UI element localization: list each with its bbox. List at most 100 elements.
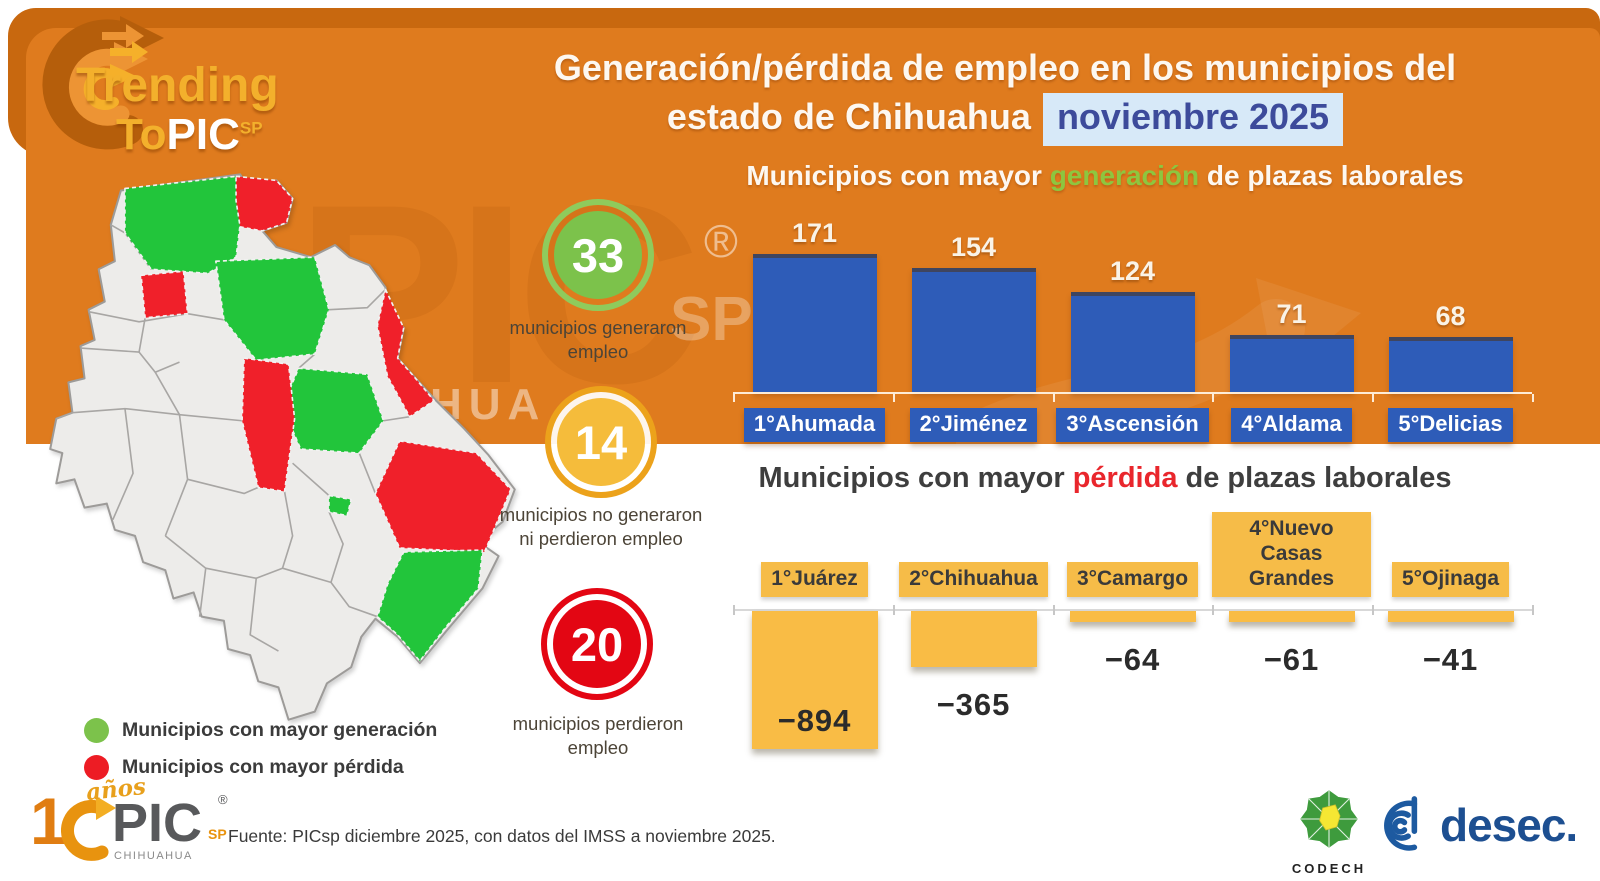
map-region-green-center (281, 367, 385, 454)
map-region-green-janos (124, 175, 241, 275)
badge-generated-caption: municipios generaron empleo (509, 317, 687, 363)
generation-category-label: 1°Ahumada (743, 408, 886, 442)
loss-value-label: −894 (777, 703, 852, 738)
axis-tick (1532, 394, 1534, 402)
map-region-red-west (140, 270, 189, 319)
watermark-sp: SP (670, 285, 753, 354)
loss-category-column: 4°Nuevo Casas Grandes (1212, 512, 1371, 598)
generation-bar (1070, 292, 1195, 392)
logo-word-topic: ToPICSP (116, 110, 263, 160)
loss-category-column: 1°Juárez (735, 561, 894, 598)
watermark-registered: ® (704, 215, 738, 267)
loss-title-prefix: Municipios con mayor (758, 462, 1073, 494)
loss-value-label: −61 (1263, 642, 1320, 677)
generation-bar-column: 68 (1371, 301, 1530, 392)
generation-value-label: 124 (1109, 256, 1156, 286)
main-title: Generación/pérdida de empleo en los muni… (455, 44, 1555, 146)
badge-lost-caption: municipios perdieron empleo (512, 713, 684, 759)
logo-pic: PIC (166, 110, 240, 159)
legend-dot-red (84, 755, 109, 780)
badge-generated-count: 33 (542, 199, 654, 311)
loss-value-label: −41 (1422, 642, 1479, 677)
trending-topic-logo: Trending ToPICSP (14, 12, 364, 187)
map-region-red-southeast (374, 440, 512, 553)
axis-tick (1053, 394, 1055, 402)
pic-logo-sp: SP (208, 826, 227, 842)
map-region-red-north (235, 175, 294, 232)
axis-tick (893, 605, 895, 615)
generation-category-label: 5°Delicias (1388, 408, 1513, 442)
axis-tick (893, 394, 895, 402)
generation-chart-bars: 171 154 124 71 68 (735, 212, 1530, 392)
generation-bar-column: 124 (1053, 256, 1212, 392)
map-region-red-central-strip (241, 357, 296, 493)
generation-bar (752, 254, 877, 392)
legend-item-loss: Municipios con mayor pérdida (84, 755, 404, 780)
loss-bar (910, 611, 1037, 667)
codech-logo: CODECH (1281, 786, 1377, 876)
legend-label-loss: Municipios con mayor pérdida (122, 756, 404, 778)
axis-tick (1212, 394, 1214, 402)
loss-category-label: 2°Chihuahua (899, 561, 1048, 598)
chihuahua-map-svg (49, 173, 516, 721)
generation-category-column: 4°Aldama (1212, 408, 1371, 442)
desec-label: desec. (1440, 799, 1578, 851)
badge-lost-count: 20 (541, 588, 653, 700)
map-region-red-east-strip (376, 288, 435, 418)
source-note: Fuente: PICsp diciembre 2025, con datos … (228, 826, 776, 846)
generation-bar (1388, 337, 1513, 392)
chihuahua-map (28, 158, 538, 733)
loss-chart-bars: −894 −365 −64 −61 −41 (735, 611, 1530, 749)
loss-bar: −894 (751, 611, 878, 749)
loss-category-label: 4°Nuevo Casas Grandes (1212, 512, 1371, 598)
map-municipal-borders (55, 224, 410, 652)
loss-bar (1387, 611, 1514, 622)
axis-tick (733, 605, 735, 615)
axis-tick (1532, 605, 1534, 615)
generation-value-label: 71 (1276, 299, 1307, 329)
generation-category-column: 5°Delicias (1371, 408, 1530, 442)
pic-logo-pic: PIC (112, 793, 203, 853)
pic-logo-one: 1 (30, 784, 67, 858)
loss-bar-column: −894 (735, 611, 894, 749)
loss-value-label: −365 (936, 687, 1011, 722)
codech-logo-icon (1300, 790, 1358, 848)
loss-category-column: 3°Camargo (1053, 561, 1212, 598)
generation-category-label: 2°Jiménez (909, 408, 1038, 442)
loss-value-label: −64 (1104, 642, 1161, 677)
desec-logo-icon (1384, 796, 1418, 851)
generation-title-keyword: generación (1049, 160, 1200, 191)
axis-tick (1372, 394, 1374, 402)
generation-category-column: 3°Ascensión (1053, 408, 1212, 442)
loss-category-column: 2°Chihuahua (894, 561, 1053, 598)
badge-neutral-caption: municipios no generaron ni perdieron emp… (499, 504, 703, 550)
axis-tick (733, 394, 735, 402)
main-title-date-highlight: noviembre 2025 (1042, 92, 1344, 146)
loss-bar (1228, 611, 1355, 622)
loss-bar (1069, 611, 1196, 622)
loss-title-suffix: de plazas laborales (1177, 462, 1452, 494)
loss-chart-axis (733, 605, 1534, 615)
loss-category-label: 1°Juárez (761, 561, 868, 598)
logo-word-trending: Trending (76, 59, 279, 112)
loss-bar-column: −61 (1212, 611, 1371, 678)
generation-category-label: 3°Ascensión (1056, 408, 1209, 442)
badge-lost-value: 20 (553, 600, 641, 688)
generation-category-column: 2°Jiménez (894, 408, 1053, 442)
main-title-line1: Generación/pérdida de empleo en los muni… (553, 47, 1457, 88)
map-region-green-north-center (215, 256, 330, 361)
generation-bar (1229, 335, 1354, 392)
loss-title-keyword: pérdida (1072, 462, 1178, 494)
loss-bar-column: −64 (1053, 611, 1212, 678)
generation-title-prefix: Municipios con mayor (746, 160, 1050, 191)
logo-to: To (116, 110, 167, 159)
loss-bar-column: −365 (894, 611, 1053, 723)
legend-item-generation: Municipios con mayor generación (84, 718, 437, 743)
loss-category-label: 3°Camargo (1066, 561, 1199, 598)
map-region-green-tiny (328, 494, 352, 517)
generation-value-label: 68 (1435, 301, 1466, 331)
loss-chart-categories: 1°Juárez 2°Chihuahua 3°Camargo 4°Nuevo Casa… (735, 512, 1530, 598)
pic-logo-registered: ® (218, 792, 228, 807)
main-title-line2-text: estado de Chihuahua (666, 95, 1031, 137)
generation-value-label: 171 (791, 218, 838, 248)
